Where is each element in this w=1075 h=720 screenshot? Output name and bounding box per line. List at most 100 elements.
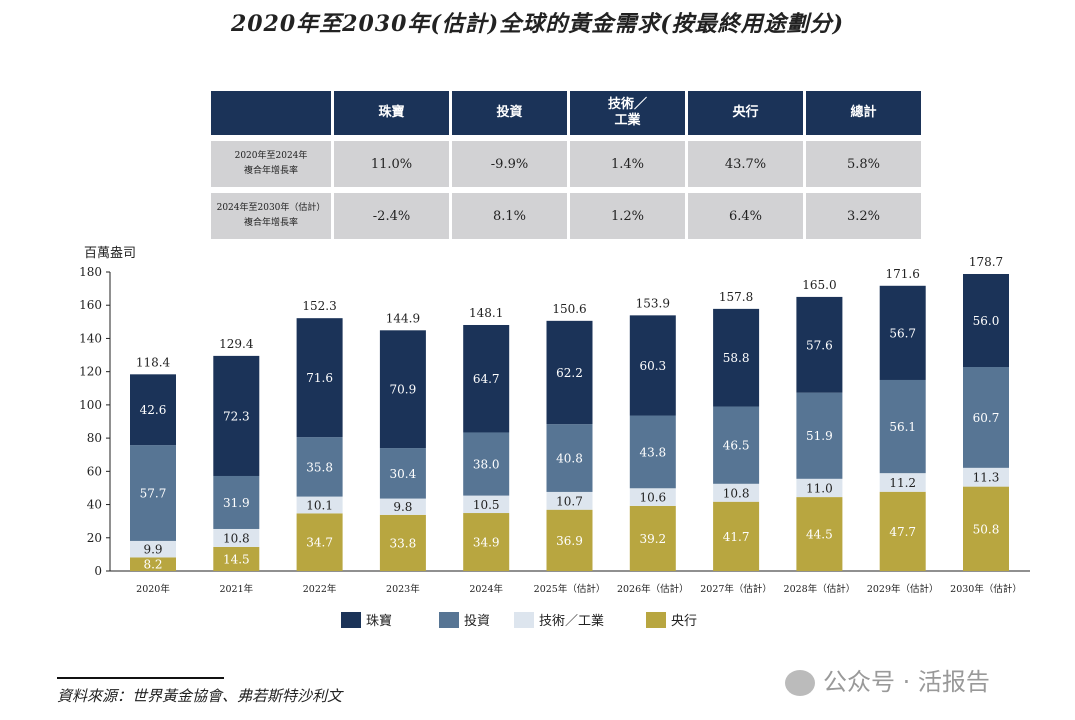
watermark: 公众号 · 活报告: [785, 662, 990, 697]
y-tick-label: 0: [94, 564, 102, 578]
bar-segment: [379, 498, 426, 515]
x-tick-label: 2027年（估計）: [700, 583, 772, 595]
row-label-line: 2020年至2024年: [234, 151, 308, 161]
data-label: 9.9: [143, 543, 162, 557]
table-cell: 1.4%: [570, 141, 685, 187]
y-tick-label: 120: [79, 365, 102, 379]
table-header-tech: 技術／ 工業: [570, 91, 685, 135]
y-tick-label: 180: [79, 265, 102, 279]
bar-segment: [796, 296, 843, 393]
data-label: 56.0: [973, 314, 1000, 328]
data-label: 56.1: [889, 420, 916, 434]
legend-label: 央行: [671, 614, 697, 629]
bar-segment: [963, 467, 1009, 487]
data-label: 11.2: [889, 476, 916, 490]
watermark-text: 公众号 · 活报告: [823, 668, 990, 696]
total-label: 157.8: [719, 290, 753, 304]
legend-swatch: [514, 612, 534, 628]
bar-segment: [629, 488, 676, 506]
bar-segment: [713, 308, 760, 407]
x-tick-label: 2022年: [303, 583, 337, 595]
total-label: 144.9: [386, 311, 420, 325]
data-label: 60.7: [973, 411, 1000, 425]
bar-segment: [629, 315, 676, 416]
bar-segment: [463, 495, 510, 514]
bar-segment: [546, 509, 593, 571]
bar-segment: [713, 483, 760, 502]
legend-swatch: [439, 612, 459, 628]
table-cell: -2.4%: [334, 193, 449, 239]
data-label: 43.8: [639, 445, 666, 459]
bar-segment: [130, 540, 176, 558]
legend-label: 珠寶: [366, 613, 392, 629]
row-label-line: 2024年至2030年（估計）: [216, 203, 326, 213]
bar-segment: [296, 437, 343, 497]
data-label: 56.7: [889, 326, 916, 340]
source-note: 資料來源：世界黃金協會、弗若斯特沙利文: [57, 687, 343, 705]
total-label: 165.0: [802, 278, 836, 292]
table-cell: 6.4%: [688, 193, 803, 239]
data-label: 34.9: [473, 536, 500, 550]
row-label-line: 複合年增長率: [243, 166, 298, 176]
y-tick-label: 100: [79, 398, 102, 412]
x-tick-label: 2026年（估計）: [617, 583, 689, 595]
total-label: 118.4: [136, 355, 171, 369]
table-cell: 11.0%: [334, 141, 449, 187]
table-cell: 43.7%: [688, 141, 803, 187]
data-label: 14.5: [223, 552, 250, 566]
bar-segment: [629, 415, 676, 489]
data-label: 42.6: [140, 403, 167, 417]
bar-segment: [130, 557, 176, 571]
x-tick-label: 2030年（估計）: [950, 583, 1022, 595]
bar-segment: [879, 473, 926, 492]
x-tick-label: 2020年: [136, 583, 170, 595]
bar-segment: [546, 491, 593, 510]
table-header-total: 總計: [806, 91, 921, 135]
x-tick-label: 2028年（估計）: [784, 583, 856, 595]
y-tick-label: 60: [87, 464, 102, 478]
data-label: 44.5: [806, 528, 833, 542]
legend-label: 技術／工業: [539, 613, 604, 629]
data-label: 10.1: [306, 498, 333, 512]
bar-segment: [379, 330, 426, 449]
bar-segment: [463, 324, 510, 433]
bar-segment: [629, 505, 676, 571]
bar-segment: [130, 374, 176, 446]
table-cell: 5.8%: [806, 141, 921, 187]
bar-segment: [463, 513, 510, 571]
source-divider: [57, 677, 224, 679]
data-label: 58.8: [723, 351, 750, 365]
bar-segment: [546, 424, 593, 492]
bar-segment: [213, 475, 260, 529]
row-label-line: 複合年增長率: [243, 218, 298, 228]
data-label: 62.2: [556, 366, 583, 380]
bar-segment: [296, 318, 343, 438]
y-tick-label: 20: [87, 531, 102, 545]
row-label: 2024年至2030年（估計） 複合年增長率: [211, 193, 331, 239]
total-label: 178.7: [969, 255, 1003, 269]
cagr-table: 珠寶 投資 技術／ 工業 央行 總計 2020年至2024年 複合年增長率 11.0…: [208, 85, 924, 245]
data-label: 70.9: [390, 383, 417, 397]
bar-segment: [879, 285, 926, 380]
bar-segment: [963, 367, 1009, 468]
bar-segment: [296, 513, 343, 571]
bar-segment: [130, 445, 176, 541]
table-header-central-bank: 央行: [688, 91, 803, 135]
bar-segment: [879, 491, 926, 571]
row-label: 2020年至2024年 複合年增長率: [211, 141, 331, 187]
table-header-row: 珠寶 投資 技術／ 工業 央行 總計: [211, 91, 921, 135]
data-label: 10.8: [723, 486, 750, 500]
data-label: 10.5: [473, 498, 500, 512]
data-label: 46.5: [723, 439, 750, 453]
bar-segment: [379, 514, 426, 571]
wechat-icon: [785, 670, 815, 696]
data-label: 50.8: [973, 522, 1000, 536]
data-label: 31.9: [223, 496, 250, 510]
data-label: 9.8: [393, 500, 412, 514]
data-label: 33.8: [390, 536, 417, 550]
table-cell: 3.2%: [806, 193, 921, 239]
data-label: 34.7: [306, 536, 333, 550]
data-label: 11.3: [973, 471, 1000, 485]
bar-segment: [296, 496, 343, 514]
